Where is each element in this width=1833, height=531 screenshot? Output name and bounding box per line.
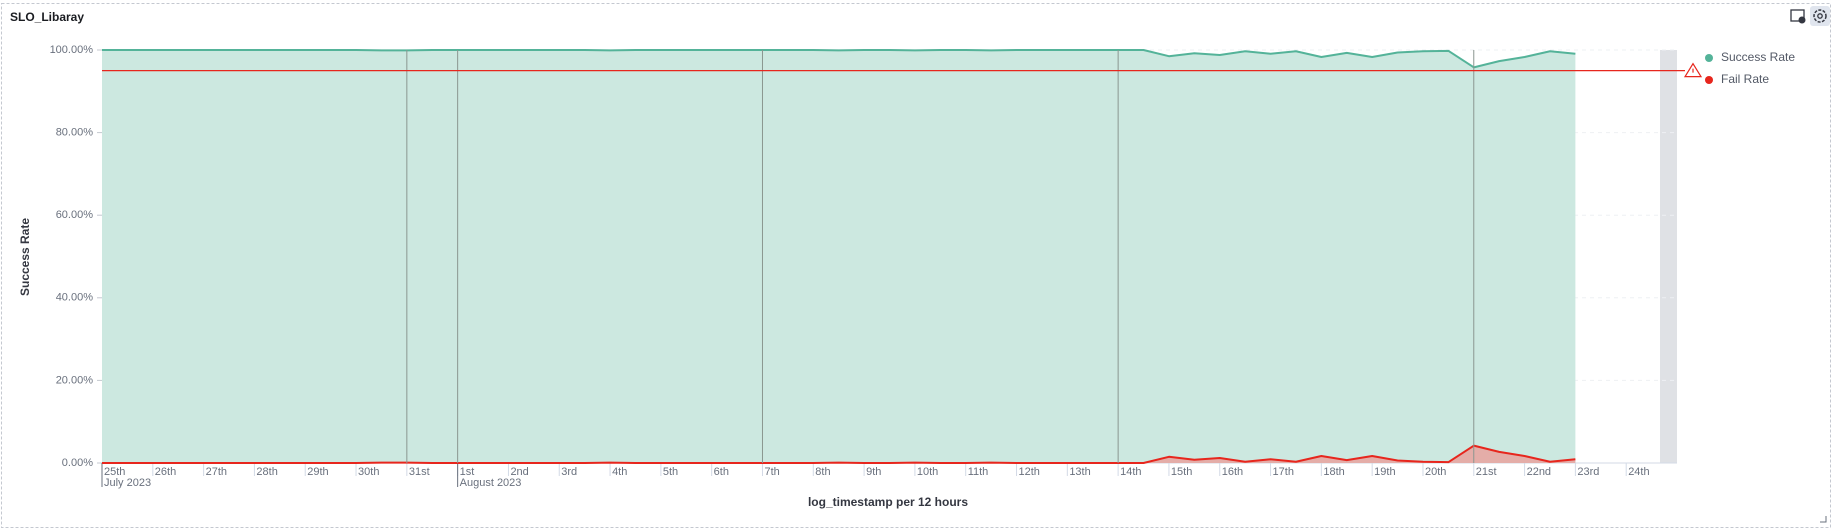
x-tick-label: 24th xyxy=(1628,466,1649,478)
x-tick-label: 26th xyxy=(155,466,176,478)
legend-swatch xyxy=(1705,76,1713,84)
x-tick-label: 13th xyxy=(1069,466,1090,478)
y-tick-label: 0.00% xyxy=(62,457,93,469)
series-line xyxy=(102,49,1576,69)
current-time-band xyxy=(1660,50,1677,463)
x-tick-label: 25th xyxy=(104,466,125,478)
x-tick-label: 29th xyxy=(307,466,328,478)
x-tick-label: 10th xyxy=(917,466,938,478)
gear-hub xyxy=(1817,13,1823,19)
chart-title: SLO_Libaray xyxy=(10,10,84,24)
x-tick-label: 20th xyxy=(1425,466,1446,478)
resize-handle[interactable] xyxy=(1820,516,1827,523)
x-tick-label: 28th xyxy=(256,466,277,478)
x-tick-label: 14th xyxy=(1120,466,1141,478)
x-tick-label: 30th xyxy=(358,466,379,478)
x-tick-label: 27th xyxy=(206,466,227,478)
x-tick-label: 22nd xyxy=(1527,466,1551,478)
folder-icon[interactable] xyxy=(1790,9,1805,22)
x-tick-label: 16th xyxy=(1222,466,1243,478)
threshold-icon xyxy=(1683,62,1703,78)
legend-item[interactable]: Success Rate xyxy=(1705,50,1795,64)
x-tick-label: 8th xyxy=(815,466,830,478)
x-tick-label: 4th xyxy=(612,466,627,478)
x-tick-label: 1st xyxy=(460,466,475,478)
x-tick-label: 6th xyxy=(714,466,729,478)
y-tick-label: 100.00% xyxy=(50,44,94,56)
series-line xyxy=(102,444,1576,464)
x-tick-label: 15th xyxy=(1171,466,1192,478)
folder-badge xyxy=(1798,16,1806,24)
x-tick-label: 17th xyxy=(1273,466,1294,478)
x-tick-label: 7th xyxy=(764,466,779,478)
y-tick-label: 80.00% xyxy=(56,127,94,139)
y-tick-label: 20.00% xyxy=(56,374,94,386)
legend-label: Success Rate xyxy=(1721,50,1795,64)
y-tick-label: 60.00% xyxy=(56,209,94,221)
x-tick-label: 21st xyxy=(1476,466,1497,478)
x-tick-label: 12th xyxy=(1019,466,1040,478)
x-tick-label: 18th xyxy=(1323,466,1344,478)
x-tick-label: 2nd xyxy=(510,466,528,478)
x-tick-label: 23rd xyxy=(1577,466,1599,478)
month-label: August 2023 xyxy=(460,477,522,489)
legend-item[interactable]: Fail Rate xyxy=(1705,72,1769,86)
x-tick-label: 5th xyxy=(663,466,678,478)
gear-button[interactable] xyxy=(1810,6,1830,26)
month-label: July 2023 xyxy=(104,477,151,489)
x-tick-label: 31st xyxy=(409,466,430,478)
x-tick-label: 9th xyxy=(866,466,881,478)
y-axis-title: Success Rate xyxy=(18,218,32,296)
x-tick-label: 3rd xyxy=(561,466,577,478)
x-axis-title: log_timestamp per 12 hours xyxy=(808,495,968,509)
series-area xyxy=(102,50,1576,463)
legend-label: Fail Rate xyxy=(1721,72,1769,86)
panel-actions[interactable] xyxy=(1790,6,1830,26)
gear-icon xyxy=(1813,9,1827,23)
y-tick-label: 40.00% xyxy=(56,292,94,304)
x-tick-label: 19th xyxy=(1374,466,1395,478)
legend-swatch xyxy=(1705,54,1713,62)
x-tick-label: 11th xyxy=(968,466,989,478)
